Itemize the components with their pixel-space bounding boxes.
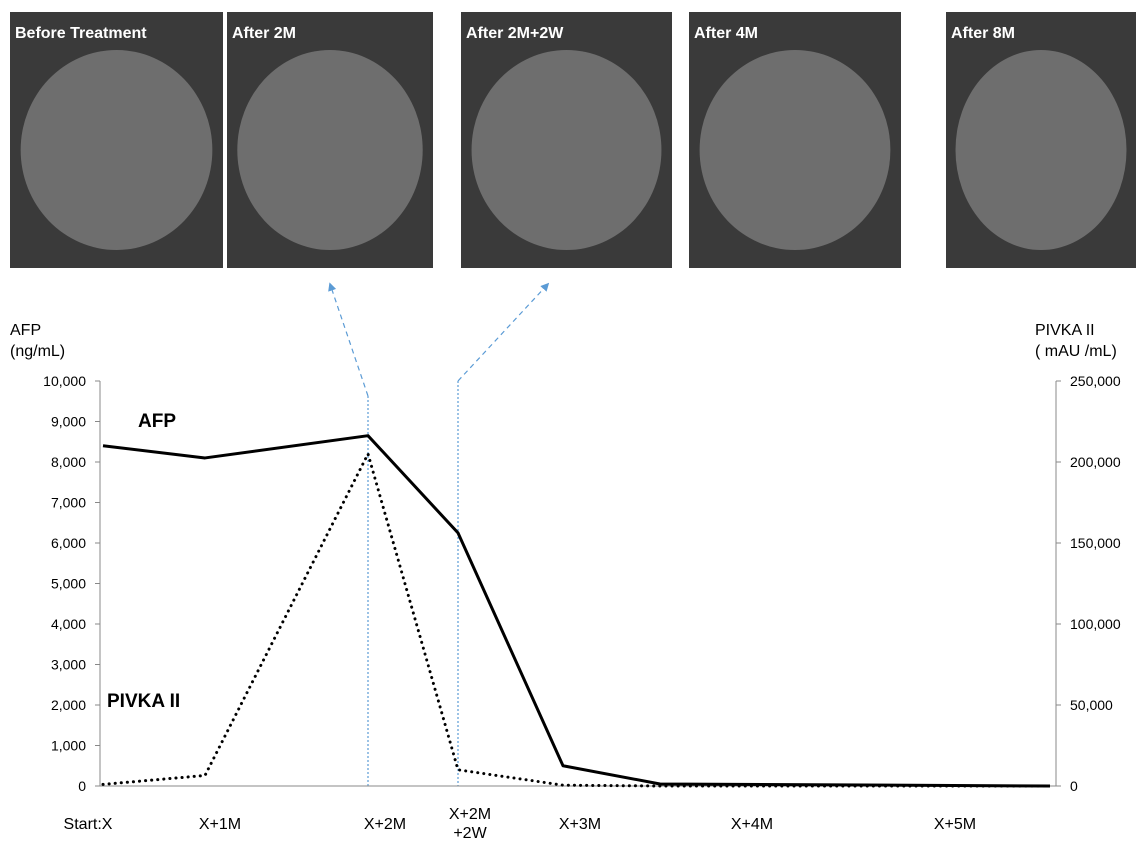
x-tick-label: X+1M: [198, 816, 242, 833]
y2-tick-label: 100,000: [1070, 616, 1121, 632]
y-tick-label: 8,000: [51, 454, 86, 470]
y-tick-label: 0: [78, 778, 86, 794]
series-line: [101, 452, 1052, 788]
y-tick-label: 1,000: [51, 738, 86, 754]
y2-tick-label: 250,000: [1070, 373, 1121, 389]
y-tick-label: 7,000: [51, 495, 86, 511]
panel-label: Before Treatment: [15, 25, 147, 42]
x-tick-label: X+4M: [730, 816, 774, 833]
panel-label: After 4M: [694, 25, 758, 42]
scan-body: [955, 50, 1127, 250]
y2-tick-label: 0: [1070, 778, 1078, 794]
y-tick-label: 2,000: [51, 697, 86, 713]
panel-label: After 2M: [232, 25, 296, 42]
y2-axis-title: PIVKA II ( mAU /mL): [1035, 322, 1117, 360]
scan-body: [237, 50, 423, 250]
y-tick-label: 4,000: [51, 616, 86, 632]
scan-body: [471, 50, 662, 250]
x-tick-label: Start:X: [63, 816, 113, 833]
x-tick-label: X+2M: [363, 816, 407, 833]
y-tick-label: 6,000: [51, 535, 86, 551]
y2-tick-label: 200,000: [1070, 454, 1121, 470]
y2-tick-label: 150,000: [1070, 535, 1121, 551]
series-annotation: PIVKA II: [107, 691, 180, 712]
x-tick-label: X+3M: [558, 816, 602, 833]
panel-label: After 8M: [951, 25, 1015, 42]
scan-body: [20, 50, 213, 250]
y-tick-label: 10,000: [43, 373, 86, 389]
series-line: [102, 434, 1051, 788]
x-tick-label: X+2M +2W: [448, 806, 492, 842]
y-tick-label: 5,000: [51, 576, 86, 592]
scan-body: [699, 50, 891, 250]
y2-tick-label: 50,000: [1070, 697, 1113, 713]
y-tick-label: 9,000: [51, 414, 86, 430]
series-annotation: AFP: [138, 411, 176, 432]
connectors: [328, 282, 550, 786]
x-tick-label: X+5M: [933, 816, 977, 833]
panel-label: After 2M+2W: [466, 25, 564, 42]
y-tick-label: 3,000: [51, 657, 86, 673]
y-axis-title: AFP (ng/mL): [10, 322, 66, 360]
